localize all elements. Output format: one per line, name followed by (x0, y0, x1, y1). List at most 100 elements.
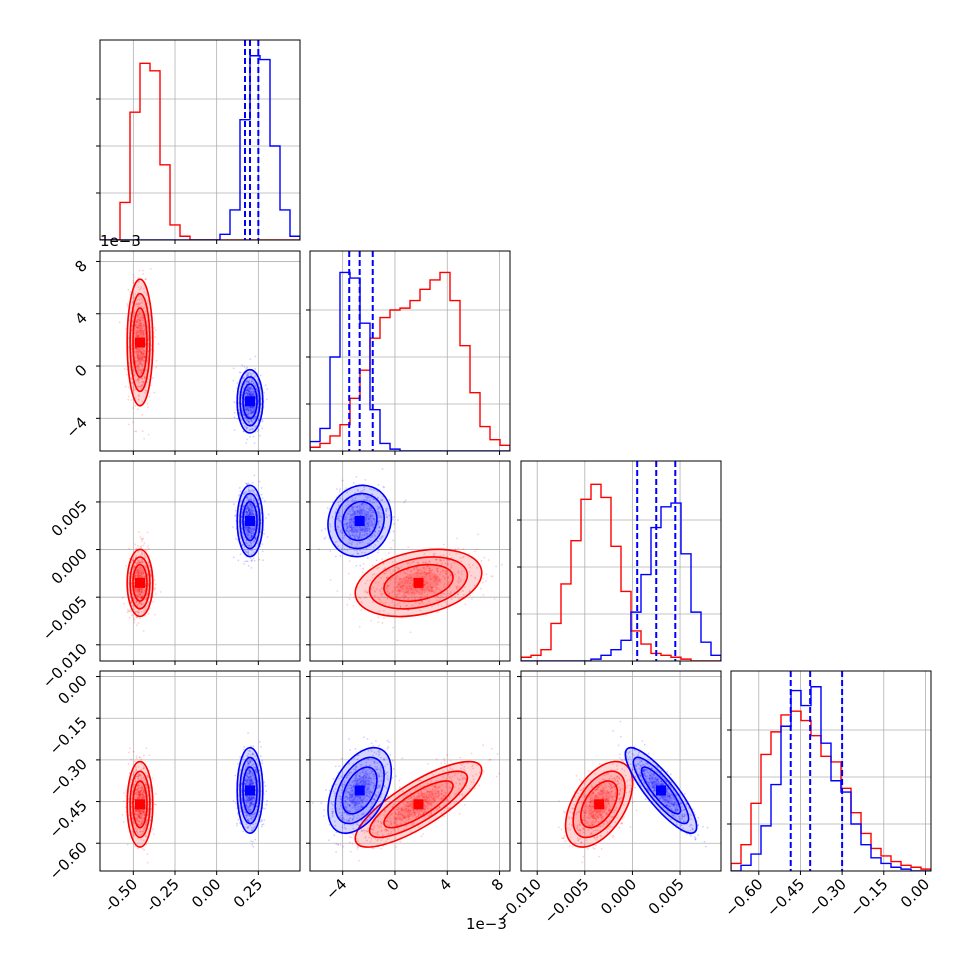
scatter-point (142, 358, 144, 361)
scatter-point (438, 578, 441, 581)
scatter-point (247, 374, 250, 377)
scatter-point (136, 574, 139, 577)
scatter-point (253, 376, 256, 378)
scatter-point (247, 529, 250, 532)
scatter-point (407, 561, 410, 564)
scatter-point (422, 576, 425, 579)
scatter-point (234, 514, 237, 517)
scatter-point (153, 587, 156, 589)
scatter-point (246, 526, 249, 528)
scatter-point (125, 327, 128, 330)
scatter-point (380, 593, 383, 595)
scatter-point (143, 291, 146, 293)
scatter-point (425, 561, 428, 564)
scatter-point (136, 570, 139, 573)
scatter-point (424, 573, 427, 576)
scatter-point (142, 591, 144, 594)
scatter-point (136, 568, 139, 571)
scatter-point (138, 611, 140, 614)
scatter-point (141, 300, 144, 302)
scatter-point (491, 575, 494, 578)
scatter-point (247, 390, 250, 392)
scatter-point (134, 404, 136, 407)
scatter-point (243, 525, 246, 528)
scatter-point (246, 379, 249, 382)
scatter-point (137, 356, 140, 359)
scatter-point (149, 607, 151, 610)
scatter-point (380, 601, 383, 603)
scatter-point (264, 785, 267, 787)
scatter-point (241, 411, 244, 414)
scatter-point (130, 610, 133, 613)
scatter-point (249, 435, 251, 438)
scatter-point (417, 561, 419, 564)
scatter-point (260, 397, 263, 400)
scatter-point (250, 745, 252, 748)
scatter-point (432, 590, 434, 593)
scatter-point (265, 790, 268, 793)
scatter-point (143, 352, 145, 355)
scatter-point (247, 488, 250, 491)
scatter-point (138, 567, 141, 570)
scatter-point (139, 349, 141, 351)
scatter-point (135, 333, 138, 336)
scatter-point (250, 534, 253, 537)
scatter-point (250, 840, 253, 843)
scatter-point (444, 570, 447, 573)
scatter-point (372, 586, 375, 589)
scatter-point (423, 571, 426, 573)
scatter-point (251, 406, 253, 409)
panel-content (521, 461, 721, 661)
scatter-point (256, 430, 259, 433)
scatter-point (438, 580, 441, 583)
scatter-point (339, 488, 342, 491)
scatter-point (140, 298, 143, 301)
scatter-point (139, 332, 142, 335)
scatter-point (142, 380, 144, 383)
scatter-point (143, 589, 146, 592)
scatter-point (358, 625, 361, 628)
scatter-point (245, 542, 248, 545)
scatter-point (126, 373, 128, 376)
scatter-point (143, 437, 146, 440)
scatter-point (399, 606, 402, 608)
scatter-point (415, 571, 418, 574)
scatter-point (248, 506, 251, 509)
scatter-point (442, 543, 445, 546)
scatter-point (143, 325, 146, 327)
scatter-point (232, 556, 235, 559)
scatter-point (253, 474, 256, 477)
scatter-point (132, 559, 135, 562)
scatter-point (245, 380, 248, 383)
scatter-point (140, 351, 143, 354)
scatter-point (129, 609, 132, 611)
scatter-point (473, 584, 476, 587)
scatter-point (140, 597, 143, 600)
scatter-point (428, 589, 430, 592)
scatter-point (247, 499, 250, 501)
scatter-point (441, 562, 444, 565)
scatter-point (244, 529, 247, 532)
scatter-point (140, 596, 142, 599)
scatter-point (140, 332, 143, 335)
scatter-point (250, 419, 253, 422)
scatter-point (398, 577, 401, 580)
scatter-point (259, 386, 261, 389)
scatter-point (375, 559, 378, 562)
scatter-point (426, 572, 429, 575)
scatter-point (144, 343, 147, 345)
scatter-point (138, 357, 141, 360)
scatter-point (411, 562, 413, 564)
scatter-point (136, 594, 139, 596)
scatter-point (422, 561, 425, 563)
scatter-point (430, 586, 433, 589)
scatter-point (141, 567, 143, 569)
scatter-point (141, 400, 144, 403)
scatter-point (137, 277, 139, 279)
scatter-point (247, 394, 250, 396)
scatter-point (436, 569, 438, 572)
scatter-point (434, 578, 437, 580)
scatter-point (257, 393, 259, 396)
scatter-point (248, 381, 251, 384)
scatter-point (135, 365, 138, 367)
